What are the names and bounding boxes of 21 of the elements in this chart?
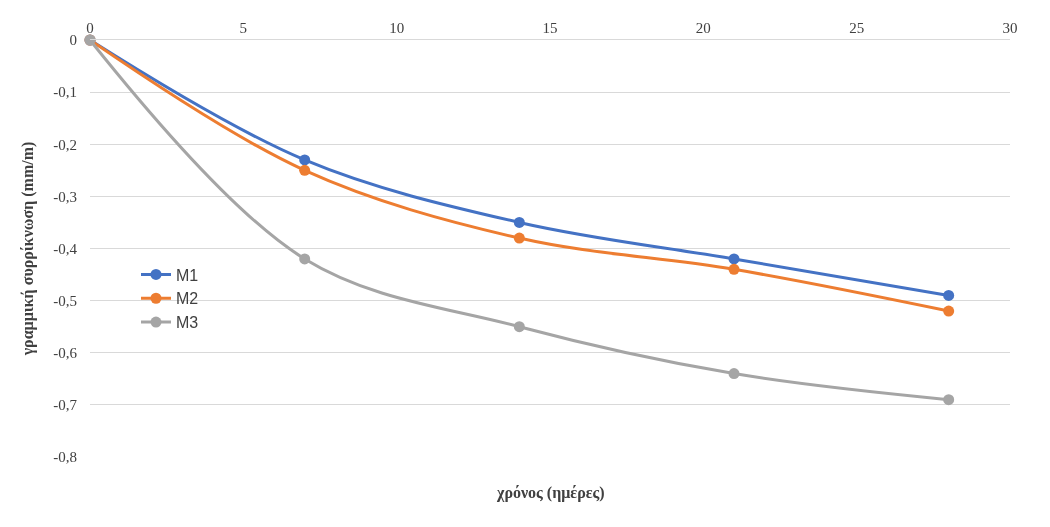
y-tick-label: -0,1 — [53, 84, 77, 101]
x-tick-label: 25 — [849, 20, 865, 36]
y-tick-label: -0,8 — [53, 449, 77, 466]
y-tick-label: -0,6 — [53, 345, 78, 361]
y-tick-label: -0,5 — [53, 292, 77, 309]
y-tick-label: -0,3 — [53, 188, 77, 205]
x-tick-label: 20 — [695, 20, 711, 36]
legend-label: M3 — [176, 314, 199, 332]
x-axis-title: χρόνος (ημέρες) — [496, 484, 605, 502]
y-tick-label: -0,7 — [53, 397, 78, 414]
y-tick-label: 0 — [69, 32, 77, 49]
x-tick-label: 15 — [542, 20, 558, 36]
x-tick-label: 10 — [389, 20, 405, 36]
legend-label: M2 — [176, 290, 199, 308]
y-tick-label: -0,4 — [53, 240, 78, 257]
y-axis-title: γραμμική συρρίκνωση (mm/m) — [19, 141, 38, 357]
x-tick-label: 0 — [86, 20, 94, 36]
x-tick-label: 30 — [1002, 20, 1018, 36]
legend-label: M1 — [176, 266, 199, 284]
x-tick-label: 5 — [239, 20, 248, 36]
y-tick-label: -0,2 — [53, 136, 77, 153]
